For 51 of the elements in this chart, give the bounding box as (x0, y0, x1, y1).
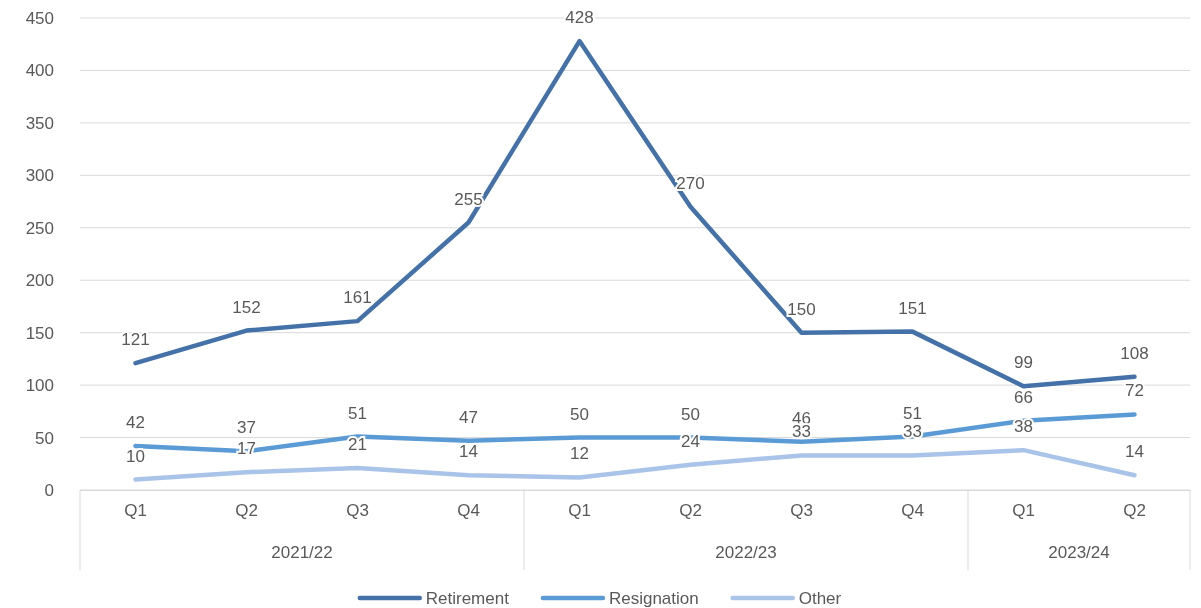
y-tick-label: 350 (25, 113, 54, 133)
data-label: 47 (459, 407, 478, 427)
data-label: 161 (343, 288, 372, 308)
data-label: 51 (903, 403, 922, 423)
data-label: 270 (676, 173, 705, 193)
data-label: 12 (570, 444, 589, 464)
data-label: 42 (126, 412, 145, 432)
legend-label: Retirement (425, 589, 510, 608)
data-label: 50 (570, 404, 589, 424)
data-label: 10 (126, 446, 145, 466)
x-tick-label: Q2 (1123, 501, 1146, 521)
y-tick-label: 300 (25, 166, 54, 186)
data-label: 66 (1014, 387, 1033, 407)
legend-label: Other (798, 589, 842, 608)
data-label: 14 (1125, 442, 1144, 462)
data-label: 50 (681, 404, 700, 424)
x-tick-label: Q3 (346, 501, 369, 521)
data-label: 108 (1120, 343, 1149, 363)
legend-label: Resignation (608, 589, 699, 608)
text: 2023/24 (1048, 543, 1110, 562)
y-tick-label: 250 (25, 218, 54, 238)
y-tick-label: 450 (25, 8, 54, 28)
y-tick-label: 150 (25, 323, 54, 343)
y-tick-label: 400 (25, 61, 54, 81)
text: 2021/22 (271, 543, 333, 562)
data-label: 150 (787, 299, 816, 319)
data-label: 37 (237, 418, 256, 438)
x-tick-label: Q3 (790, 501, 813, 521)
x-tick-label: Q1 (124, 501, 147, 521)
x-tick-label: Q2 (679, 501, 702, 521)
text: 2022/23 (715, 543, 777, 562)
y-tick-label: 50 (35, 428, 54, 448)
data-label: 152 (232, 297, 261, 317)
data-label: 14 (459, 442, 478, 462)
x-tick-label: Q2 (235, 501, 258, 521)
x-tick-label: Q4 (457, 501, 480, 521)
data-label: 428 (565, 8, 594, 28)
data-label: 51 (348, 403, 367, 423)
data-label: 151 (898, 298, 927, 318)
x-tick-label: Q1 (1012, 501, 1035, 521)
y-tick-label: 100 (25, 376, 54, 396)
data-label: 121 (121, 330, 150, 350)
y-tick-label: 200 (25, 271, 54, 291)
y-tick-label: 0 (44, 480, 54, 500)
x-tick-label: Q4 (901, 501, 924, 521)
data-label: 38 (1014, 417, 1033, 437)
data-label: 72 (1125, 381, 1144, 401)
data-label: 255 (454, 189, 483, 209)
data-label: 99 (1014, 353, 1033, 373)
data-label: 21 (348, 434, 367, 454)
x-tick-label: Q1 (568, 501, 591, 521)
